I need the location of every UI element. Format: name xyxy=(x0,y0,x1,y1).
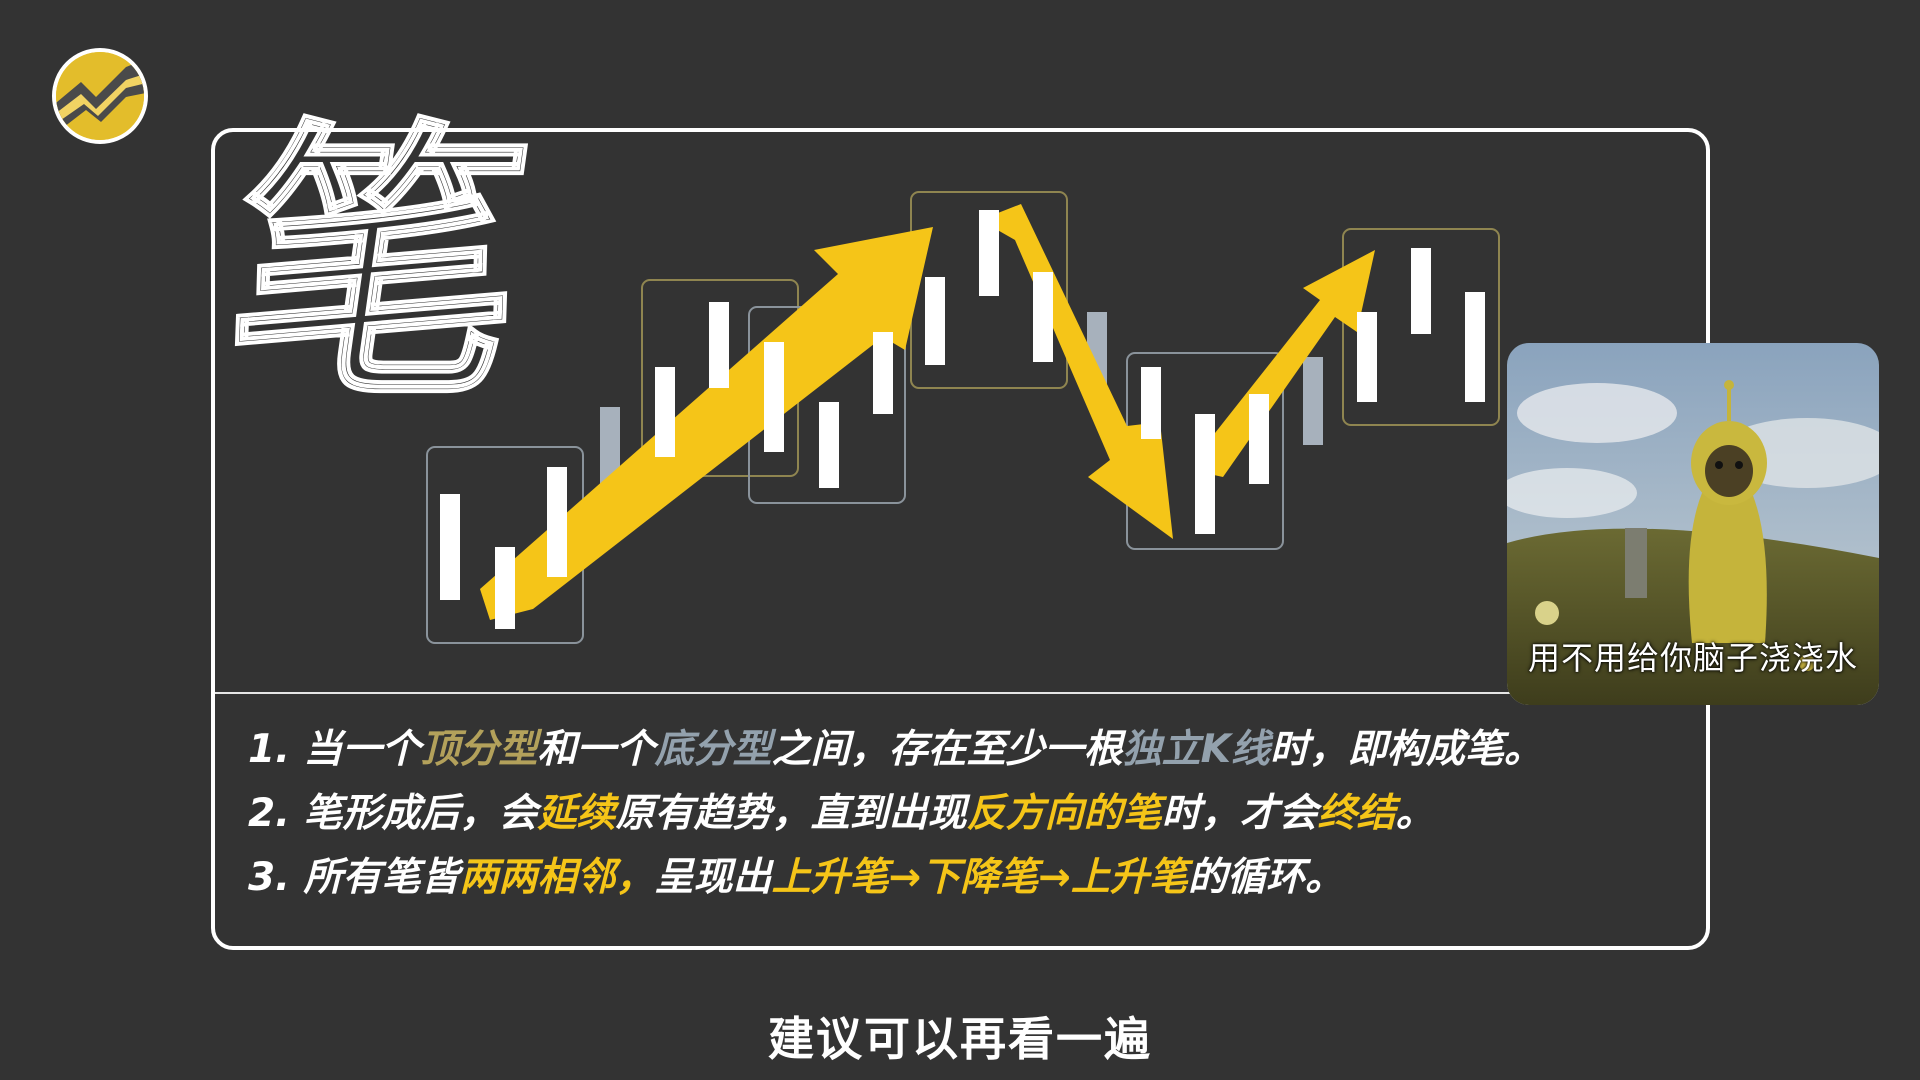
candle-bar xyxy=(979,210,999,296)
rule-text: 笔形成后，会 xyxy=(303,791,538,836)
teletubby-meme-picture xyxy=(1507,343,1879,705)
rule-text: 原有趋势，直到出现 xyxy=(615,791,967,836)
rule-text: 。 xyxy=(1395,791,1435,836)
rules-list: 1. 当一个顶分型和一个底分型之间，存在至少一根独立K线时，即构成笔。 2. 笔… xyxy=(248,718,1688,910)
candle-bar xyxy=(440,494,460,600)
up-stroke-arrow xyxy=(1200,250,1375,477)
video-subtitle: 建议可以再看一遍 xyxy=(768,1012,1152,1066)
highlight-continue: 延续 xyxy=(537,791,616,836)
candle-bar xyxy=(495,547,515,629)
bi-explanation-panel: 笔 xyxy=(207,96,1710,950)
candle-bar xyxy=(873,332,893,414)
candle-bar xyxy=(819,402,839,488)
down-stroke-arrow xyxy=(980,204,1173,539)
rule-text: 时，才会 xyxy=(1161,791,1318,836)
candle-bar xyxy=(709,302,729,388)
candle-bar xyxy=(925,277,945,365)
candle-bar xyxy=(1357,312,1377,402)
highlight-end: 终结 xyxy=(1317,791,1396,836)
divider xyxy=(215,692,1515,694)
rule-text: 呈现出 xyxy=(654,855,772,900)
meme-image: 用不用给你脑子浇浇水 xyxy=(1507,343,1879,705)
rule-text: 当一个 xyxy=(303,727,421,772)
independent-k-bar xyxy=(1303,357,1323,445)
candle-bar xyxy=(1411,248,1431,334)
rule-text: 和一个 xyxy=(537,727,655,772)
candle-bar xyxy=(655,367,675,457)
bi-chart xyxy=(426,191,1500,644)
rule-3: 3. 所有笔皆两两相邻，呈现出上升笔→下降笔→上升笔的循环。 xyxy=(248,846,1688,910)
up-stroke-arrow xyxy=(480,227,933,620)
top-fractal-box xyxy=(1342,228,1500,426)
highlight-top-fractal: 顶分型 xyxy=(420,727,538,772)
candle-bar xyxy=(1033,272,1053,362)
rule-text: 所有笔皆 xyxy=(303,855,460,900)
rule-text: 之间，存在至少一根 xyxy=(771,727,1123,772)
candle-bar xyxy=(1141,367,1161,439)
highlight-opposite-stroke: 反方向的笔 xyxy=(966,791,1162,836)
rule-2: 2. 笔形成后，会延续原有趋势，直到出现反方向的笔时，才会终结。 xyxy=(248,782,1688,846)
candle-bar xyxy=(1195,414,1215,534)
candle-bar xyxy=(1249,394,1269,484)
highlight-bottom-fractal: 底分型 xyxy=(654,727,772,772)
rule-text: 的循环。 xyxy=(1187,855,1344,900)
rule-number: 1. xyxy=(248,727,290,772)
highlight-cycle: 上升笔→下降笔→上升笔 xyxy=(771,855,1188,900)
highlight-independent-k: 独立K线 xyxy=(1122,727,1270,772)
rule-text: 时，即构成笔。 xyxy=(1269,727,1543,772)
highlight-adjacent: 两两相邻， xyxy=(459,855,655,900)
rule-number: 2. xyxy=(248,791,290,836)
meme-caption: 用不用给你脑子浇浇水 xyxy=(1527,639,1858,677)
channel-logo-icon xyxy=(52,48,148,144)
candle-bar xyxy=(764,342,784,452)
candle-bar xyxy=(1465,292,1485,402)
candle-bar xyxy=(547,467,567,577)
rule-1: 1. 当一个顶分型和一个底分型之间，存在至少一根独立K线时，即构成笔。 xyxy=(248,718,1688,782)
rule-number: 3. xyxy=(248,855,290,900)
